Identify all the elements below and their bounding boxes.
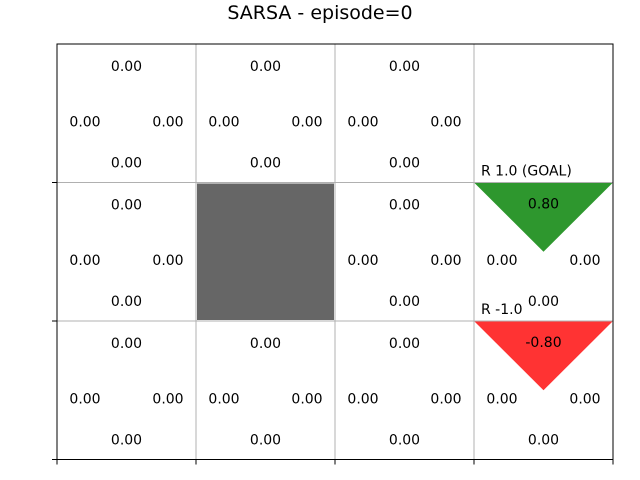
q-value-left: 0.00	[486, 391, 517, 407]
q-value-left: 0.00	[347, 114, 378, 130]
wall-cell	[197, 183, 334, 320]
q-value-right: 0.00	[152, 114, 183, 130]
q-value-left: 0.00	[69, 391, 100, 407]
q-value-up: 0.00	[389, 336, 420, 352]
q-value-up: 0.00	[250, 59, 281, 75]
q-value-right: 0.00	[152, 253, 183, 269]
q-value-up: 0.00	[111, 59, 142, 75]
q-value-down: 0.00	[389, 433, 420, 449]
q-value-right: 0.00	[291, 391, 322, 407]
q-value-down: 0.00	[111, 433, 142, 449]
pit-label: R -1.0	[481, 302, 523, 318]
q-value-right: 0.00	[430, 114, 461, 130]
q-value-left: 0.00	[69, 253, 100, 269]
q-value-up: 0.00	[111, 198, 142, 214]
pit-triangle	[474, 321, 613, 391]
q-value-down: 0.00	[528, 294, 559, 310]
q-value-down: 0.00	[389, 294, 420, 310]
q-value-up: 0.00	[250, 336, 281, 352]
q-value-down: 0.00	[389, 156, 420, 172]
q-value-up: 0.00	[389, 59, 420, 75]
q-value-up: 0.00	[111, 336, 142, 352]
q-value-right: 0.00	[430, 253, 461, 269]
chart-title: SARSA - episode=0	[227, 2, 413, 24]
q-value-right: 0.00	[569, 253, 600, 269]
goal-triangle	[474, 182, 613, 252]
goal-label: R 1.0 (GOAL)	[481, 164, 572, 180]
goal-value: 0.80	[528, 197, 559, 213]
q-value-down: 0.00	[250, 433, 281, 449]
q-value-left: 0.00	[208, 391, 239, 407]
q-value-right: 0.00	[569, 391, 600, 407]
q-value-down: 0.00	[111, 294, 142, 310]
q-value-left: 0.00	[486, 253, 517, 269]
q-value-right: 0.00	[291, 114, 322, 130]
q-value-left: 0.00	[347, 253, 378, 269]
q-value-right: 0.00	[430, 391, 461, 407]
q-value-down: 0.00	[111, 156, 142, 172]
q-value-left: 0.00	[347, 391, 378, 407]
q-value-right: 0.00	[152, 391, 183, 407]
q-value-down: 0.00	[528, 433, 559, 449]
q-value-left: 0.00	[69, 114, 100, 130]
pit-value: -0.80	[525, 335, 561, 351]
q-value-down: 0.00	[250, 156, 281, 172]
q-value-up: 0.00	[389, 198, 420, 214]
q-value-left: 0.00	[208, 114, 239, 130]
